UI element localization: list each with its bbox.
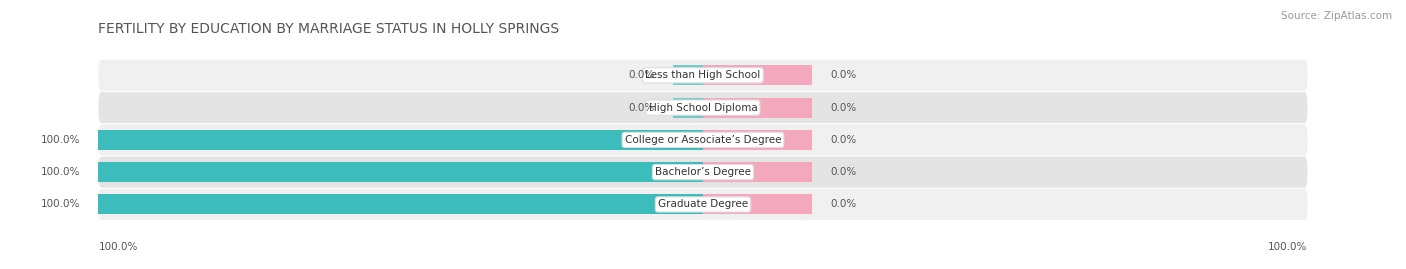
- Text: 100.0%: 100.0%: [41, 167, 80, 177]
- Text: 0.0%: 0.0%: [830, 102, 856, 113]
- Bar: [98, 130, 703, 150]
- Bar: [98, 194, 703, 214]
- Bar: [703, 98, 811, 118]
- Text: FERTILITY BY EDUCATION BY MARRIAGE STATUS IN HOLLY SPRINGS: FERTILITY BY EDUCATION BY MARRIAGE STATU…: [98, 22, 560, 36]
- Bar: [98, 162, 703, 182]
- Bar: [703, 194, 811, 214]
- Text: 0.0%: 0.0%: [628, 70, 655, 80]
- Text: 100.0%: 100.0%: [1268, 242, 1308, 252]
- Text: 100.0%: 100.0%: [41, 199, 80, 210]
- Text: 0.0%: 0.0%: [830, 70, 856, 80]
- Text: 100.0%: 100.0%: [41, 135, 80, 145]
- Text: Source: ZipAtlas.com: Source: ZipAtlas.com: [1281, 11, 1392, 21]
- FancyBboxPatch shape: [98, 92, 1308, 123]
- Text: College or Associate’s Degree: College or Associate’s Degree: [624, 135, 782, 145]
- FancyBboxPatch shape: [98, 60, 1308, 91]
- Text: 0.0%: 0.0%: [628, 102, 655, 113]
- Text: High School Diploma: High School Diploma: [648, 102, 758, 113]
- FancyBboxPatch shape: [98, 124, 1308, 155]
- Bar: [703, 130, 811, 150]
- Text: 0.0%: 0.0%: [830, 199, 856, 210]
- FancyBboxPatch shape: [98, 189, 1308, 220]
- Text: Bachelor’s Degree: Bachelor’s Degree: [655, 167, 751, 177]
- Bar: [672, 65, 703, 85]
- Bar: [703, 162, 811, 182]
- Bar: [703, 65, 811, 85]
- Text: 0.0%: 0.0%: [830, 135, 856, 145]
- Text: 100.0%: 100.0%: [98, 242, 138, 252]
- Text: Less than High School: Less than High School: [645, 70, 761, 80]
- FancyBboxPatch shape: [98, 157, 1308, 188]
- Text: Graduate Degree: Graduate Degree: [658, 199, 748, 210]
- Text: 0.0%: 0.0%: [830, 167, 856, 177]
- Bar: [672, 98, 703, 118]
